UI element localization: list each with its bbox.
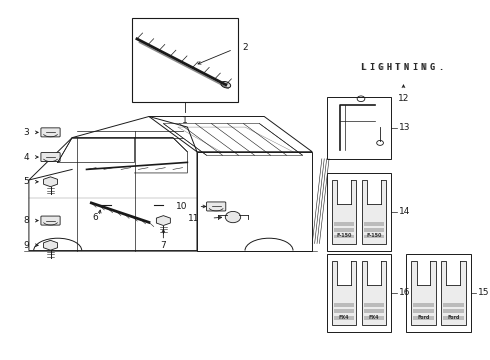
Bar bbox=[334, 316, 354, 320]
Ellipse shape bbox=[221, 81, 231, 88]
Bar bbox=[334, 310, 354, 313]
Bar bbox=[364, 228, 384, 232]
Text: Ford: Ford bbox=[417, 315, 430, 320]
Text: 2: 2 bbox=[243, 43, 248, 52]
Text: G: G bbox=[377, 63, 383, 72]
Bar bbox=[334, 222, 354, 226]
FancyBboxPatch shape bbox=[41, 128, 60, 137]
Text: I: I bbox=[413, 63, 417, 72]
Polygon shape bbox=[44, 240, 57, 250]
Text: 5: 5 bbox=[23, 177, 29, 186]
Bar bbox=[327, 173, 392, 251]
Bar bbox=[362, 180, 386, 244]
Bar bbox=[441, 261, 465, 325]
Text: N: N bbox=[421, 63, 426, 72]
Bar bbox=[406, 254, 471, 332]
Bar bbox=[367, 178, 381, 204]
Text: F-150: F-150 bbox=[366, 233, 382, 238]
Text: I: I bbox=[412, 63, 417, 72]
Bar bbox=[413, 310, 434, 313]
Bar bbox=[443, 310, 464, 313]
Bar bbox=[334, 228, 354, 232]
Text: .: . bbox=[438, 63, 443, 72]
Bar bbox=[411, 261, 436, 325]
Text: .: . bbox=[439, 63, 443, 72]
Text: 3: 3 bbox=[23, 128, 29, 137]
Bar bbox=[443, 316, 464, 320]
Polygon shape bbox=[44, 177, 57, 187]
Text: 14: 14 bbox=[399, 207, 410, 216]
Text: L: L bbox=[361, 63, 366, 72]
Text: 1: 1 bbox=[182, 117, 188, 126]
Text: N: N bbox=[404, 63, 409, 72]
Bar bbox=[332, 261, 356, 325]
Bar bbox=[364, 235, 384, 238]
Text: N: N bbox=[403, 63, 409, 72]
Text: FX4: FX4 bbox=[368, 315, 379, 320]
Bar bbox=[364, 303, 384, 307]
Bar bbox=[337, 259, 351, 285]
Text: T: T bbox=[395, 63, 400, 72]
FancyBboxPatch shape bbox=[41, 153, 60, 162]
Text: 4: 4 bbox=[24, 153, 29, 162]
Text: I: I bbox=[369, 63, 374, 72]
Text: 6: 6 bbox=[93, 212, 98, 221]
Bar bbox=[132, 18, 238, 102]
Text: G: G bbox=[430, 63, 435, 72]
Text: L: L bbox=[360, 63, 365, 72]
Text: H: H bbox=[386, 63, 391, 72]
Text: 9: 9 bbox=[23, 241, 29, 250]
Bar bbox=[443, 303, 464, 307]
Bar bbox=[413, 316, 434, 320]
Text: H: H bbox=[387, 63, 392, 72]
Text: F-150: F-150 bbox=[337, 233, 352, 238]
Bar bbox=[332, 180, 356, 244]
Text: 7: 7 bbox=[161, 241, 166, 250]
FancyBboxPatch shape bbox=[41, 216, 60, 225]
Bar bbox=[334, 303, 354, 307]
Text: I: I bbox=[369, 63, 374, 72]
Text: 16: 16 bbox=[399, 288, 410, 297]
Bar bbox=[446, 259, 460, 285]
Circle shape bbox=[225, 211, 241, 223]
Text: N: N bbox=[421, 63, 426, 72]
Text: 12: 12 bbox=[398, 94, 409, 103]
Polygon shape bbox=[156, 216, 171, 225]
Bar bbox=[416, 259, 430, 285]
Text: G: G bbox=[378, 63, 383, 72]
Bar bbox=[362, 261, 386, 325]
Text: 10: 10 bbox=[176, 202, 187, 211]
Text: FX4: FX4 bbox=[339, 315, 349, 320]
Bar bbox=[367, 259, 381, 285]
Bar bbox=[327, 254, 392, 332]
Text: Ford: Ford bbox=[447, 315, 460, 320]
Bar bbox=[334, 235, 354, 238]
Bar bbox=[364, 316, 384, 320]
Bar bbox=[327, 97, 392, 159]
Text: 15: 15 bbox=[478, 288, 490, 297]
Bar bbox=[364, 222, 384, 226]
Text: 11: 11 bbox=[188, 214, 199, 223]
FancyBboxPatch shape bbox=[207, 202, 226, 211]
Bar bbox=[413, 303, 434, 307]
Text: T: T bbox=[395, 63, 400, 72]
Text: 13: 13 bbox=[399, 123, 410, 132]
Bar bbox=[364, 310, 384, 313]
Text: G: G bbox=[429, 63, 435, 72]
Text: 8: 8 bbox=[23, 216, 29, 225]
Bar bbox=[337, 178, 351, 204]
